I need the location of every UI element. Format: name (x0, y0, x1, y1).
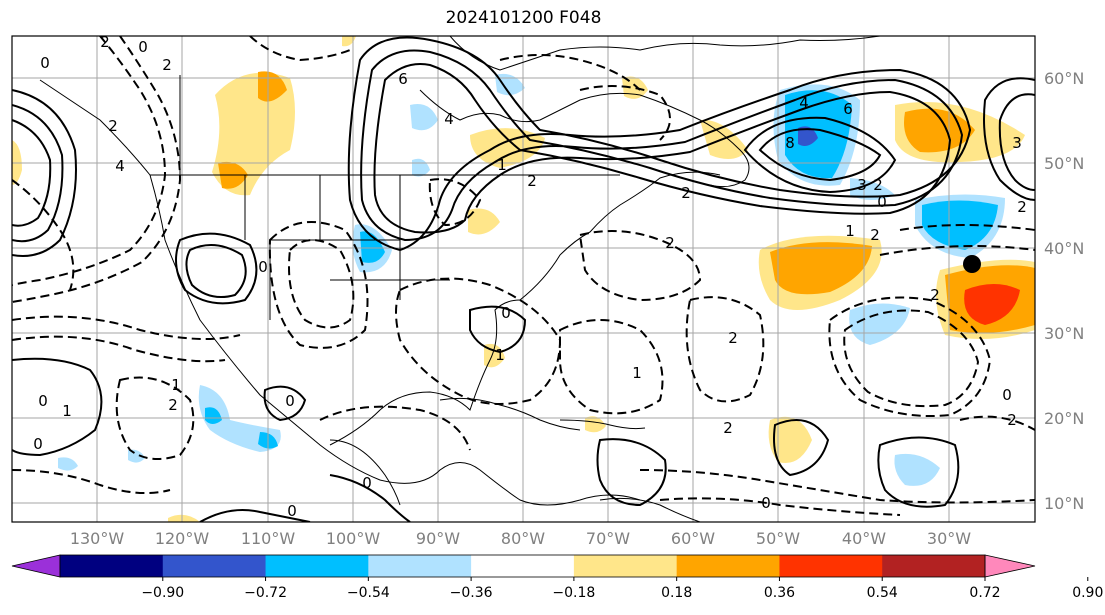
colorbar-swatch (779, 555, 883, 577)
contour-label: 2 (723, 419, 733, 437)
lon-label: 70°W (586, 529, 630, 548)
contour-label: 0 (33, 435, 43, 453)
map-frame (11, 35, 1036, 523)
contour-label: 2 (100, 33, 110, 51)
lon-label: 30°W (927, 529, 971, 548)
colorbar-tick-label: 0.36 (764, 585, 795, 601)
contour-label: 2 (1007, 411, 1017, 429)
contour-label: 2 (1017, 198, 1027, 216)
contour-label: 0 (761, 494, 771, 512)
contour-label: 2 (681, 184, 691, 202)
colorbar-swatch (676, 555, 780, 577)
contour-label: 1 (62, 402, 72, 420)
contour-label: 2 (168, 396, 178, 414)
contour-label: 2 (728, 329, 738, 347)
longitude-axis: 130°W 120°W 110°W 100°W 90°W 80°W 70°W 6… (70, 529, 971, 548)
colorbar-tick-label: −0.18 (552, 585, 595, 601)
contour-label: 0 (362, 474, 372, 492)
colorbar: −0.90 −0.72 −0.54 −0.36 −0.18 0.18 0.36 0.54 0.7… (11, 554, 1103, 601)
contour-label: 6 (843, 100, 853, 118)
lon-label: 60°W (671, 529, 715, 548)
contour-label: 4 (799, 94, 809, 112)
contour-label: 0 (285, 392, 295, 410)
contour-label: 8 (785, 134, 795, 152)
colorbar-tick-label: −0.72 (244, 585, 287, 601)
contour-label: 2 (873, 176, 883, 194)
contour-label: 2 (527, 172, 537, 190)
lat-label: 40°N (1044, 239, 1084, 258)
colorbar-tick-label: 0.90 (1072, 585, 1103, 601)
lat-label: 10°N (1044, 494, 1084, 513)
colorbar-tick-label: 0.72 (969, 585, 1000, 601)
contour-label: 2 (108, 117, 118, 135)
colorbar-tick-label: −0.54 (347, 585, 390, 601)
lon-label: 120°W (155, 529, 210, 548)
colorbar-swatch (882, 555, 986, 577)
contour-label: 3 (1012, 134, 1022, 152)
contour-label: 2 (665, 234, 675, 252)
contour-label: 2 (870, 226, 880, 244)
lat-label: 20°N (1044, 409, 1084, 428)
lon-label: 40°W (842, 529, 886, 548)
lon-label: 80°W (501, 529, 545, 548)
contour-label: 1 (171, 376, 181, 394)
contour-label: 4 (115, 157, 125, 175)
lat-label: 50°N (1044, 154, 1084, 173)
contour-label: 0 (138, 38, 148, 56)
colorbar-swatch (60, 555, 164, 577)
colorbar-swatch (368, 555, 472, 577)
contour-label: 1 (495, 346, 505, 364)
colorbar-swatch (162, 555, 267, 577)
contour-label: 1 (845, 222, 855, 240)
negative-contours (12, 36, 1035, 516)
lon-label: 110°W (241, 529, 296, 548)
lon-label: 130°W (70, 529, 125, 548)
contour-label: 0 (40, 54, 50, 72)
contour-label: 2 (162, 56, 172, 74)
point-marker (963, 255, 981, 273)
lat-label: 60°N (1044, 69, 1084, 88)
contour-label: 6 (398, 70, 408, 88)
colorbar-swatch (573, 555, 678, 577)
contour-label: 0 (287, 502, 297, 520)
contour-label: 0 (38, 392, 48, 410)
plot-title: 2024101200 F048 (445, 8, 602, 28)
lon-label: 50°W (756, 529, 800, 548)
colorbar-tick-label: −0.90 (141, 585, 184, 601)
lon-label: 90°W (416, 529, 460, 548)
lon-label: 100°W (326, 529, 381, 548)
contour-label: 0 (501, 304, 511, 322)
contour-label: 1 (497, 156, 507, 174)
positive-contours (12, 36, 1035, 522)
colorbar-frame (59, 554, 986, 578)
colorbar-tick-label: 0.18 (661, 585, 692, 601)
colorbar-swatch (265, 555, 369, 577)
contour-label: 0 (877, 193, 887, 211)
contour-label: 0 (258, 258, 268, 276)
contour-label: 1 (632, 364, 642, 382)
contour-label: 4 (444, 110, 454, 128)
colorbar-swatch (471, 555, 575, 577)
contour-label: 3 (857, 176, 867, 194)
contour-label: 2 (930, 286, 940, 304)
contour-label: 0 (1002, 386, 1012, 404)
colorbar-extend-high (984, 554, 1036, 578)
colorbar-tick-label: −0.36 (450, 585, 493, 601)
lat-label: 30°N (1044, 324, 1084, 343)
colorbar-tick-label: 0.54 (867, 585, 898, 601)
colorbar-extend-low (11, 554, 61, 578)
coastlines (39, 36, 881, 522)
latitude-axis: 60°N 50°N 40°N 30°N 20°N 10°N (1044, 69, 1084, 513)
